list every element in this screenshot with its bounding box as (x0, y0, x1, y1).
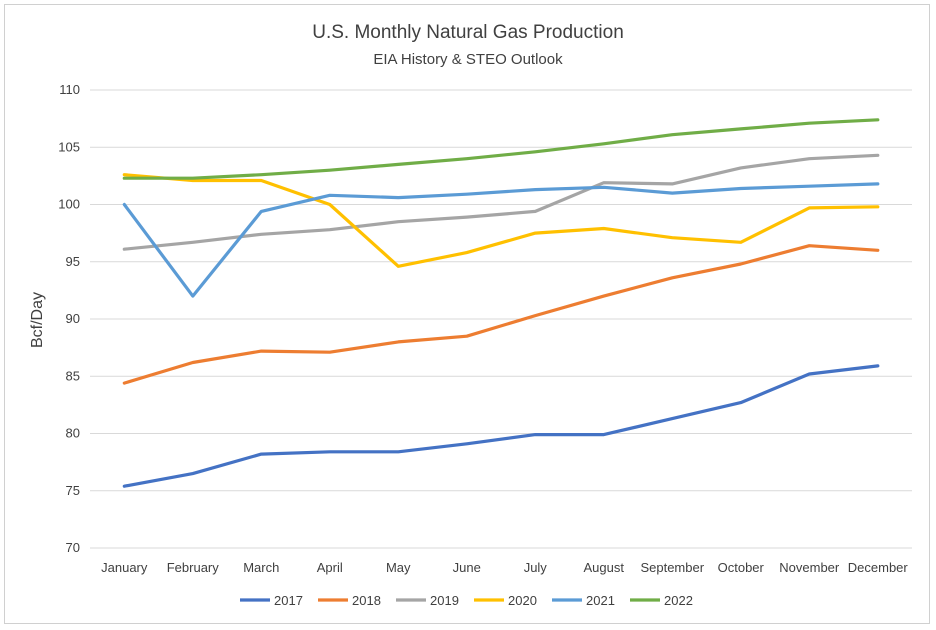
y-tick-label: 110 (59, 82, 80, 97)
legend-label-2022: 2022 (664, 593, 693, 608)
y-tick-label: 80 (66, 426, 80, 441)
series-line-2022 (122, 118, 880, 180)
y-axis-label: Bcf/Day (29, 292, 46, 348)
y-tick-labels: 70 75 80 85 90 95 100 105 110 (58, 82, 80, 555)
y-tick-label: 75 (66, 483, 80, 498)
chart-frame (4, 4, 930, 624)
legend-label-2020: 2020 (508, 593, 537, 608)
series-line-2020 (122, 173, 880, 268)
gridlines (90, 89, 912, 549)
legend-label-2021: 2021 (586, 593, 615, 608)
legend: 2017 2018 2019 2020 2021 2022 (240, 593, 693, 608)
y-tick-label: 95 (66, 254, 80, 269)
x-tick-label: August (584, 560, 625, 575)
x-tick-label: January (101, 560, 148, 575)
legend-label-2017: 2017 (274, 593, 303, 608)
x-tick-label: July (524, 560, 548, 575)
y-tick-label: 85 (66, 368, 80, 383)
x-tick-label: October (718, 560, 765, 575)
legend-label-2018: 2018 (352, 593, 381, 608)
x-tick-label: March (243, 560, 279, 575)
chart-title: U.S. Monthly Natural Gas Production (312, 22, 624, 43)
y-tick-label: 100 (58, 197, 80, 212)
series-lines (122, 118, 880, 488)
x-tick-label: December (848, 560, 909, 575)
x-tick-labels: January February March April May June July Augu… (101, 560, 908, 575)
x-tick-label: April (317, 560, 343, 575)
series-line-2019 (122, 153, 880, 251)
y-tick-label: 90 (66, 311, 80, 326)
series-line-2017 (122, 364, 880, 488)
series-line-2021 (122, 182, 880, 298)
legend-label-2019: 2019 (430, 593, 459, 608)
x-tick-label: September (640, 560, 704, 575)
x-tick-label: June (453, 560, 481, 575)
x-tick-label: November (779, 560, 840, 575)
series-line-2018 (122, 244, 880, 385)
chart-subtitle: EIA History & STEO Outlook (373, 51, 563, 68)
x-tick-label: February (167, 560, 220, 575)
y-tick-label: 105 (58, 139, 80, 154)
y-tick-label: 70 (66, 540, 80, 555)
x-tick-label: May (386, 560, 411, 575)
